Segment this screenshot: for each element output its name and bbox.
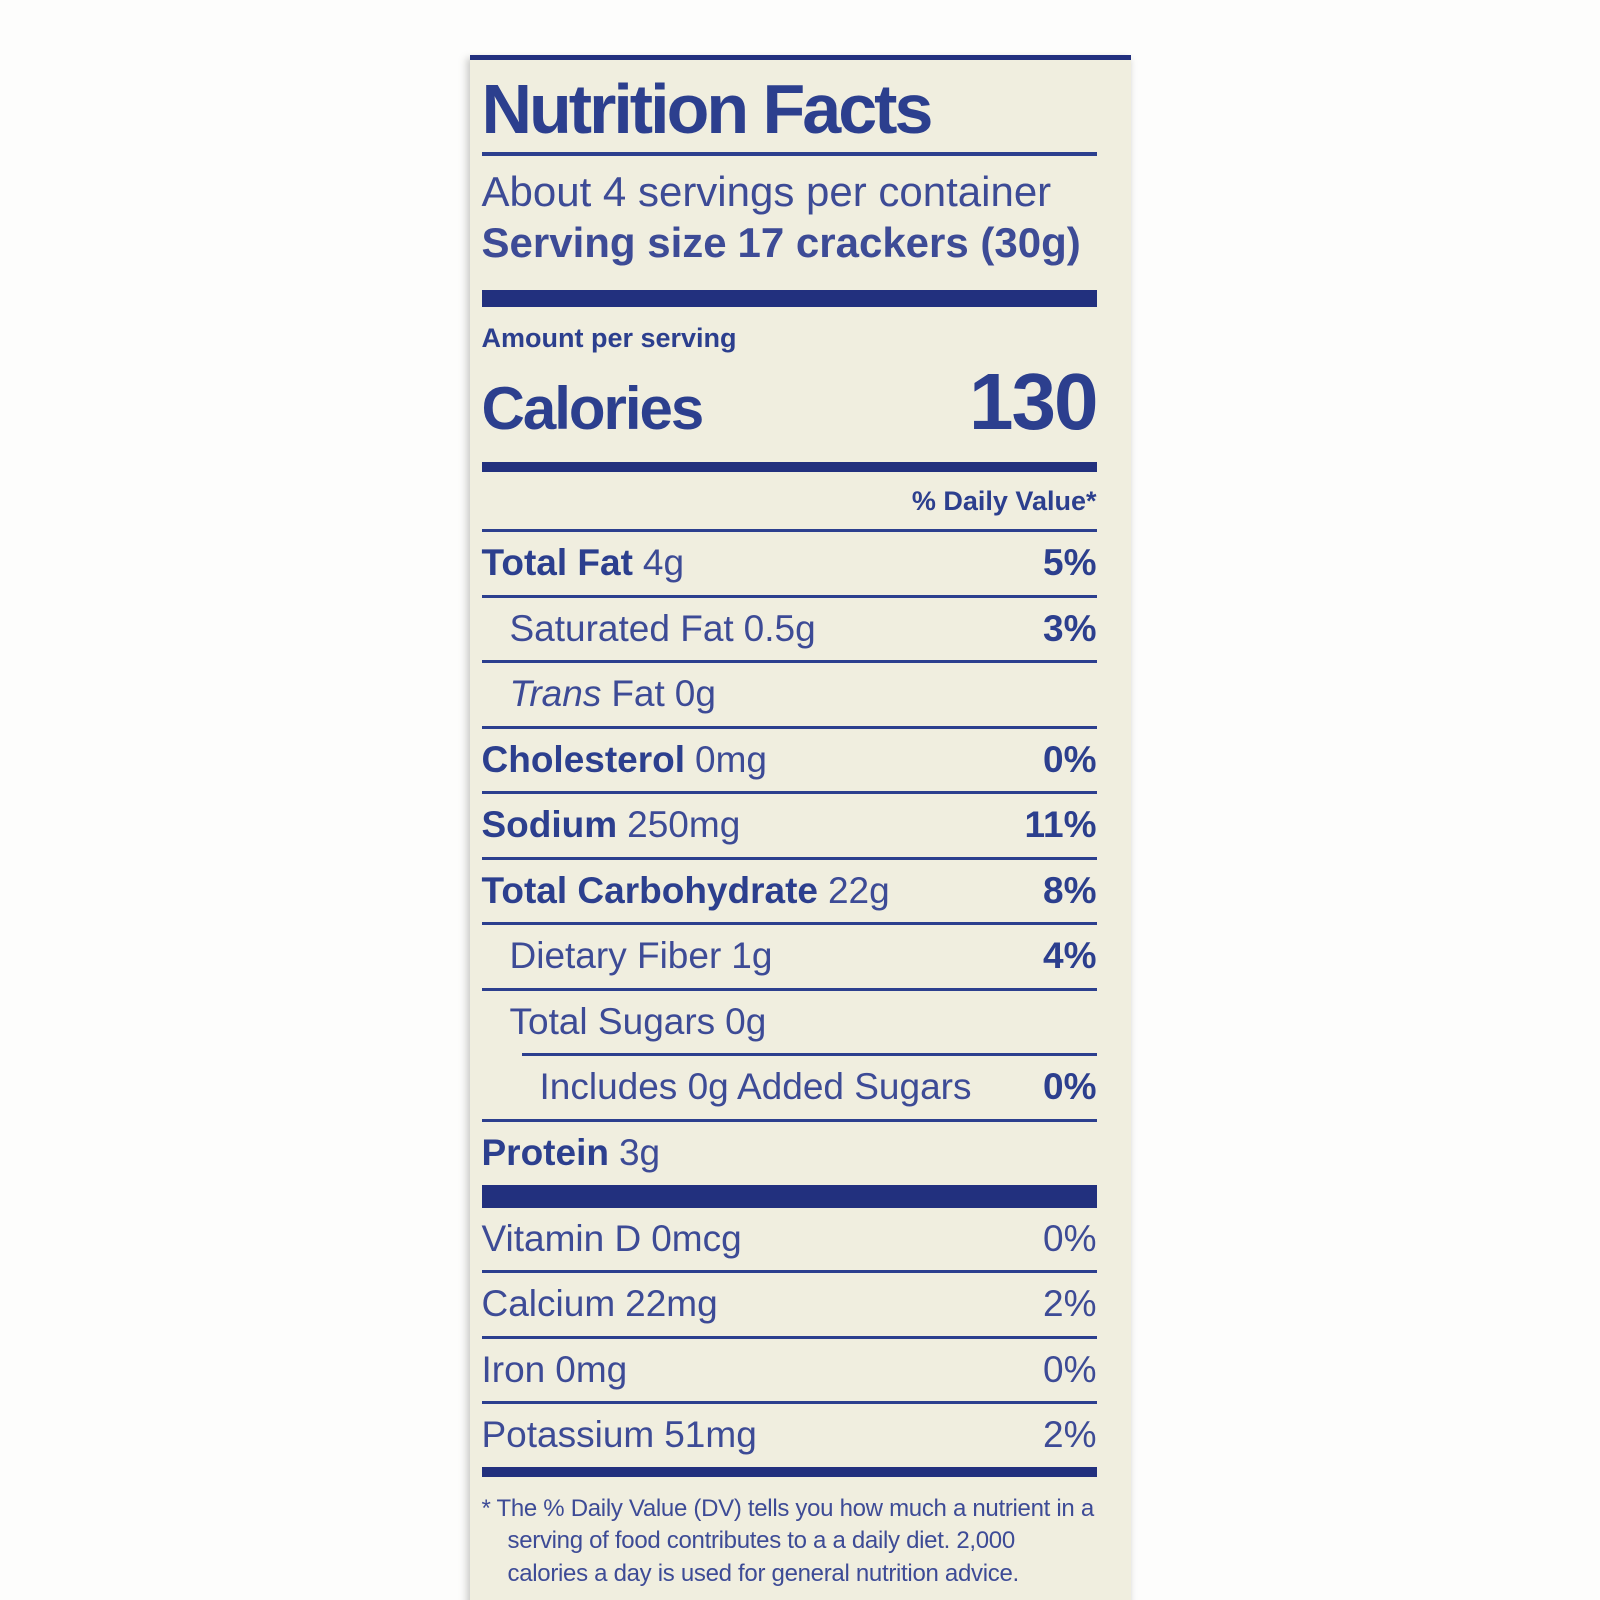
- nutrient-name: Dietary Fiber: [509, 935, 722, 977]
- daily-value-footnote: * The % Daily Value (DV) tells you how m…: [481, 1494, 1095, 1587]
- title-divider: [481, 151, 1097, 156]
- divider: [481, 1335, 1097, 1339]
- nutrient-row-sodium: Sodium 250mg 11%: [482, 794, 1097, 857]
- nutrient-amount: 22mg: [625, 1283, 718, 1325]
- amount-per-serving-label: Amount per serving: [481, 323, 737, 354]
- nutrient-amount: 22g: [827, 869, 890, 911]
- nutrient-dv: 8%: [1043, 869, 1097, 911]
- nutrient-amount: 51mg: [664, 1414, 757, 1456]
- nutrient-name: Includes 0g Added Sugars: [539, 1066, 972, 1108]
- nutrient-name: Total Sugars: [509, 1000, 716, 1042]
- divider: [481, 1270, 1097, 1274]
- divider: [481, 856, 1097, 860]
- micronutrient-row-iron: Iron 0mg 0%: [482, 1339, 1097, 1402]
- nutrient-dv: 0%: [1043, 738, 1097, 780]
- nutrient-row-dietary-fiber: Dietary Fiber 1g 4%: [482, 925, 1097, 988]
- nutrient-amount: 0mg: [555, 1348, 628, 1390]
- divider: [481, 987, 1097, 991]
- calories-row: Calories 130: [481, 356, 1099, 448]
- thick-divider-protein: [481, 1184, 1097, 1208]
- nutrient-dv: 0%: [1043, 1066, 1097, 1108]
- serving-size-value: 17 crackers (30g): [737, 218, 1081, 266]
- calories-value: 130: [969, 357, 1098, 447]
- daily-value-header: % Daily Value*: [911, 486, 1097, 517]
- nutrient-row-added-sugars: Includes 0g Added Sugars 0%: [482, 1056, 1097, 1119]
- label-title: Nutrition Facts: [481, 70, 934, 148]
- divider: [481, 1401, 1097, 1405]
- serving-size-line: Serving size 17 crackers (30g): [482, 217, 1097, 268]
- nutrient-name: Protein: [481, 1131, 609, 1173]
- calories-label: Calories: [481, 375, 705, 443]
- nutrient-dv: 5%: [1043, 542, 1097, 584]
- nutrient-amount: 4g: [642, 542, 685, 584]
- nutrient-dv: 11%: [1024, 804, 1097, 846]
- nutrient-row-trans-fat: Trans Fat 0g: [482, 663, 1097, 726]
- divider: [481, 725, 1097, 729]
- nutrient-row-saturated-fat: Saturated Fat 0.5g 3%: [482, 598, 1097, 661]
- divider: [481, 1118, 1097, 1122]
- nutrient-name: Iron: [481, 1348, 546, 1390]
- nutrition-facts-label: Nutrition Facts About 4 servings per con…: [469, 55, 1131, 1600]
- nutrient-dv: 2%: [1043, 1414, 1097, 1456]
- nutrient-name: Saturated Fat: [509, 607, 734, 649]
- nutrient-row-total-carbohydrate: Total Carbohydrate 22g 8%: [482, 860, 1097, 923]
- nutrient-amount: 1g: [731, 935, 773, 977]
- divider: [481, 594, 1097, 598]
- nutrient-amount: 0g: [725, 1000, 767, 1042]
- nutrient-name: Vitamin D: [481, 1217, 642, 1259]
- micronutrient-row-calcium: Calcium 22mg 2%: [482, 1273, 1097, 1336]
- calories-divider: [481, 462, 1097, 473]
- nutrient-name-italic: Trans: [509, 673, 602, 715]
- nutrient-dv: 3%: [1043, 607, 1097, 649]
- nutrient-dv: 2%: [1043, 1283, 1097, 1325]
- divider: [481, 529, 1097, 533]
- divider: [481, 660, 1097, 664]
- nutrient-name: Cholesterol: [481, 738, 686, 780]
- nutrient-dv: 0%: [1043, 1348, 1097, 1390]
- nutrient-amount: 0mcg: [651, 1217, 742, 1259]
- micronutrient-row-vitamin-d: Vitamin D 0mcg 0%: [482, 1208, 1097, 1271]
- thick-divider-footnote: [481, 1466, 1097, 1477]
- nutrient-name: Fat: [611, 673, 665, 715]
- micronutrient-row-potassium: Potassium 51mg 2%: [482, 1404, 1097, 1467]
- divider: [481, 922, 1097, 926]
- nutrient-amount: 3g: [618, 1131, 661, 1173]
- thick-divider-top: [481, 290, 1097, 308]
- nutrient-row-cholesterol: Cholesterol 0mg 0%: [482, 729, 1097, 792]
- nutrient-name: Potassium: [481, 1414, 655, 1456]
- nutrient-name: Calcium: [481, 1283, 616, 1325]
- divider: [481, 791, 1097, 795]
- nutrient-name: Sodium: [481, 804, 618, 846]
- nutrient-dv: 0%: [1043, 1217, 1097, 1259]
- nutrient-row-total-fat: Total Fat 4g 5%: [482, 532, 1097, 595]
- nutrient-name: Total Fat: [481, 542, 633, 584]
- nutrient-amount: 250mg: [627, 804, 741, 846]
- servings-per-container: About 4 servings per container: [481, 167, 1052, 215]
- serving-size-label: Serving size: [481, 218, 727, 266]
- nutrient-dv: 4%: [1043, 935, 1097, 977]
- nutrient-name: Total Carbohydrate: [481, 869, 818, 911]
- nutrient-amount: 0g: [674, 673, 716, 715]
- divider-indented: [521, 1053, 1097, 1057]
- nutrient-amount: 0mg: [695, 738, 768, 780]
- nutrient-row-total-sugars: Total Sugars 0g: [482, 991, 1097, 1054]
- nutrient-amount: 0.5g: [743, 607, 816, 649]
- nutrient-row-protein: Protein 3g: [482, 1122, 1097, 1185]
